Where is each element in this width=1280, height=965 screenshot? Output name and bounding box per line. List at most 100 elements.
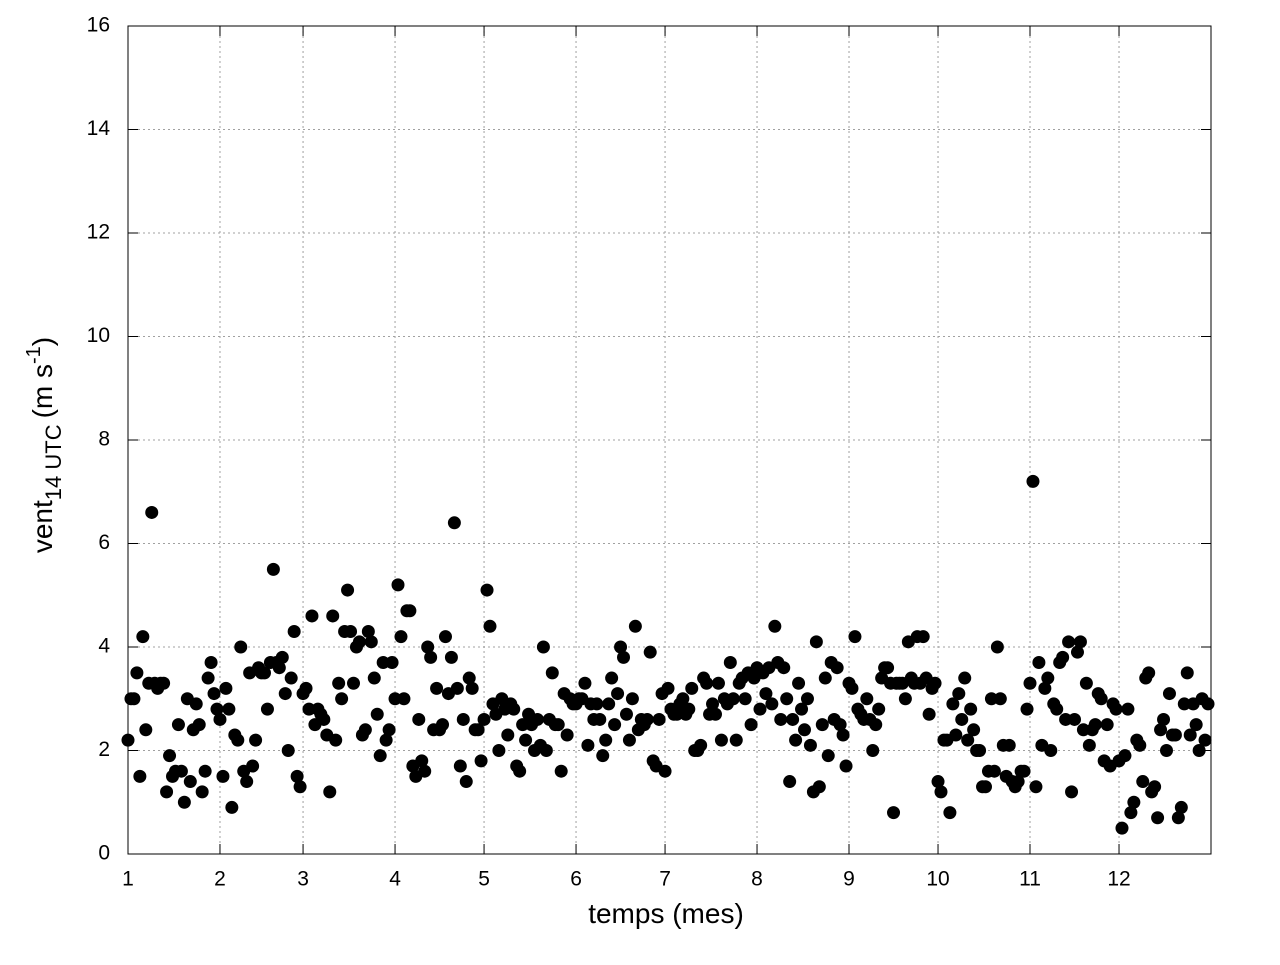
point [973,744,987,757]
y-axis-title-base: vent [27,500,58,553]
point [1056,650,1070,664]
point [818,671,832,685]
point [1159,744,1173,757]
point [682,702,696,716]
point [323,785,337,799]
point [1050,702,1064,716]
point [1151,811,1165,825]
point [916,630,930,644]
point [163,749,177,763]
point [192,718,206,732]
point [272,661,286,675]
point [815,718,829,732]
point [619,707,633,721]
point [783,775,797,789]
point [370,707,384,721]
point [617,650,631,664]
point [830,661,844,675]
point [978,780,992,794]
point [177,795,191,809]
point [492,744,506,757]
point [898,692,912,706]
point [341,583,355,597]
point [1041,671,1055,685]
point [516,718,530,732]
y-tick-label: 2 [98,738,110,761]
point [430,681,444,695]
point [786,712,800,726]
point [993,692,1007,706]
point [1062,635,1076,649]
point [952,687,966,701]
point [608,718,622,732]
point [332,676,346,690]
point [519,733,533,747]
point [622,733,636,747]
point [329,733,343,747]
point [1109,702,1123,716]
point [397,692,411,706]
point [450,681,464,695]
point [347,676,361,690]
point [139,723,153,737]
point [1168,728,1182,742]
point [201,671,215,685]
point [1118,749,1132,763]
point [157,676,171,690]
point [1154,723,1168,737]
point [352,635,366,649]
point [160,785,174,799]
point [1177,697,1191,711]
point [507,702,521,716]
point [984,692,998,706]
point [266,562,280,576]
point [1127,795,1141,809]
point [388,692,402,706]
point [361,624,375,638]
y-tick-label: 14 [87,117,111,140]
point [246,759,260,773]
point [513,764,527,778]
point [453,759,467,773]
point [845,681,859,695]
point [729,733,743,747]
point [803,738,817,752]
point [545,666,559,680]
point [836,728,850,742]
y-axis-title-close: ) [27,337,58,346]
point [765,697,779,711]
point [593,712,607,726]
point [789,733,803,747]
point [946,697,960,711]
point [700,676,714,690]
point [403,604,417,618]
point [249,733,263,747]
point [1201,697,1215,711]
point [335,692,349,706]
point [625,692,639,706]
point [213,712,227,726]
point [385,656,399,670]
point [222,702,236,716]
point [130,666,144,680]
y-tick-label: 10 [87,324,110,347]
point [744,718,758,732]
point [658,764,672,778]
point [1136,775,1150,789]
point [967,723,981,737]
point [299,681,313,695]
point [670,707,684,721]
point [1068,712,1082,726]
point [219,681,233,695]
point [344,624,358,638]
point [812,780,826,794]
x-tick-label: 11 [1019,868,1041,891]
point [961,733,975,747]
point [183,775,197,789]
point [860,692,874,706]
point [127,692,141,706]
point [798,723,812,737]
x-tick-label: 3 [297,868,309,891]
x-tick-label: 1 [122,868,134,891]
